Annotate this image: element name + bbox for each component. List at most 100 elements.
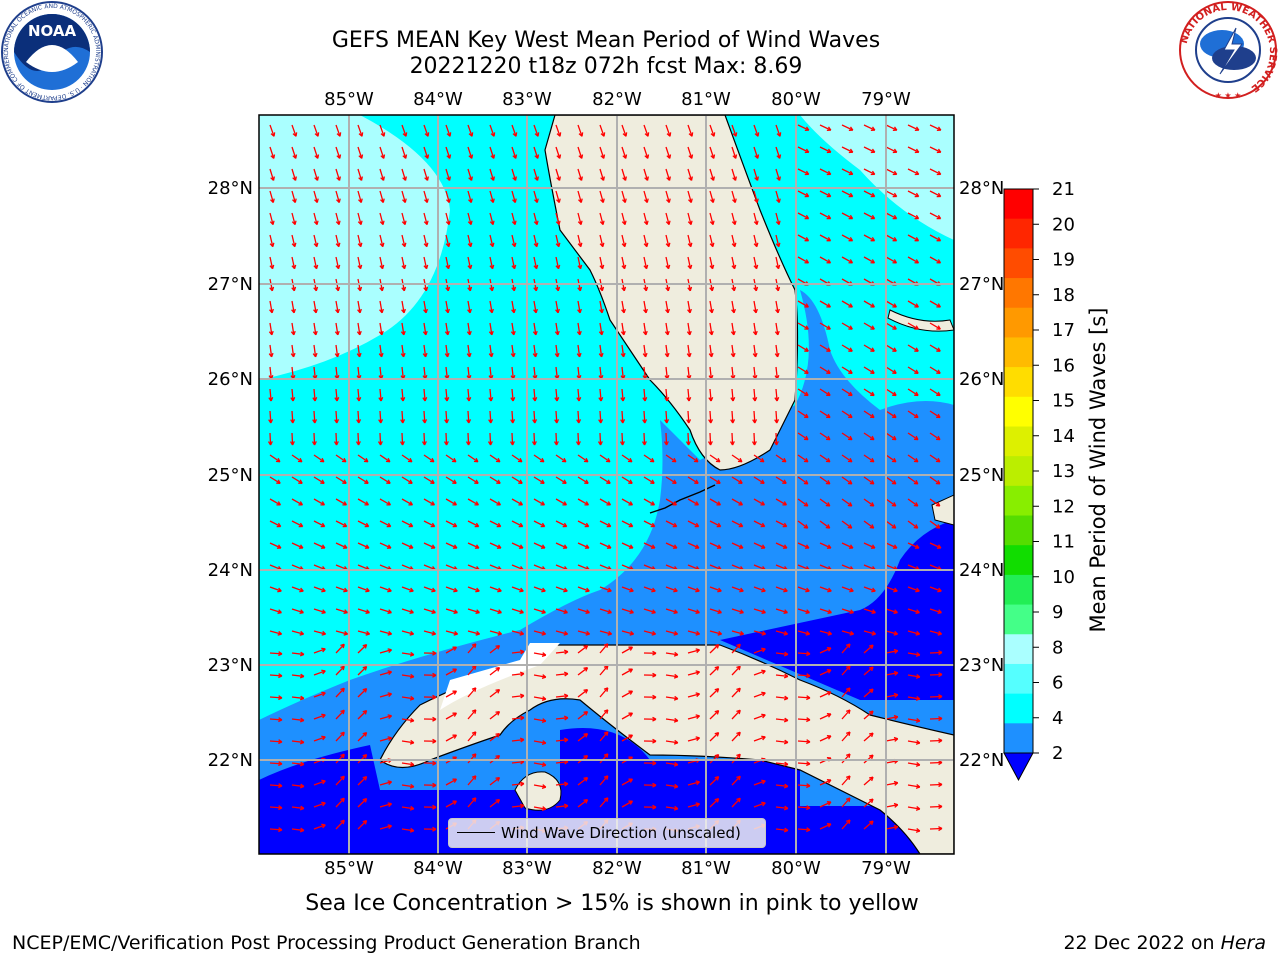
wind-arrow (445, 800, 458, 808)
wind-arrow (533, 586, 546, 593)
wind-arrow (511, 737, 525, 743)
wind-arrow (707, 432, 713, 446)
wind-arrow (334, 388, 340, 402)
wind-arrow (291, 630, 305, 636)
wind-arrow (335, 146, 342, 159)
wind-arrow (555, 190, 561, 203)
colorbar-segment (1004, 337, 1033, 368)
wind-arrow (621, 498, 634, 506)
wind-arrow (269, 717, 283, 723)
colorbar-segment (1004, 723, 1033, 754)
wind-arrow (643, 498, 656, 506)
wind-arrow (335, 520, 348, 528)
wind-arrow (555, 693, 569, 699)
wind-arrow (620, 410, 626, 424)
wind-arrow (841, 256, 854, 264)
wind-arrow (599, 542, 612, 549)
wind-arrow (379, 630, 393, 636)
wind-arrow (599, 234, 605, 248)
wind-arrow (929, 454, 941, 463)
wind-arrow (907, 542, 920, 549)
wind-arrow (335, 731, 345, 742)
wind-arrow (907, 608, 920, 615)
wind-arrow (533, 124, 540, 137)
wind-arrow (797, 805, 811, 811)
wind-arrow (423, 476, 435, 484)
wind-arrow (775, 695, 789, 701)
wind-arrow (379, 736, 393, 742)
wind-arrow (885, 366, 897, 374)
wind-arrow (445, 476, 457, 484)
wind-arrow (555, 671, 569, 677)
wind-arrow (313, 801, 326, 808)
lat-tick-label: 27°N (208, 274, 253, 295)
wind-arrow (445, 778, 458, 786)
wind-arrow (445, 168, 451, 181)
wind-arrow (841, 542, 854, 549)
wind-arrow (709, 643, 720, 654)
wind-arrow (885, 824, 899, 830)
wind-arrow (665, 695, 679, 701)
wind-arrow (907, 256, 920, 264)
wind-arrow (642, 344, 648, 358)
wind-arrow (929, 694, 943, 700)
wind-arrow (599, 665, 609, 676)
colorbar-segment (1004, 456, 1033, 487)
wind-arrow (907, 454, 919, 463)
wind-arrow (467, 212, 473, 226)
wind-arrow (489, 234, 495, 248)
wind-arrow (269, 146, 276, 159)
wind-arrow (357, 709, 368, 720)
wind-arrow (687, 520, 700, 528)
wind-arrow (907, 322, 919, 330)
wind-arrow (709, 731, 720, 742)
wind-arrow (335, 498, 348, 506)
wind-arrow (664, 410, 670, 424)
wind-arrow (467, 665, 477, 676)
wind-arrow (709, 454, 721, 463)
wind-arrow (423, 738, 437, 744)
wind-arrow (907, 212, 920, 220)
wind-arrow (819, 476, 831, 485)
wind-arrow (753, 454, 765, 463)
wind-arrow (335, 542, 348, 549)
wind-arrow (819, 586, 832, 593)
wind-arrow (577, 520, 590, 528)
wind-arrow (621, 454, 633, 463)
wind-arrow (599, 146, 606, 159)
wind-arrow (797, 827, 811, 833)
wind-arrow (929, 234, 942, 242)
wind-arrow (401, 476, 413, 484)
wind-arrow (357, 454, 369, 463)
wind-arrow (621, 124, 628, 137)
wind-arrow (819, 212, 832, 220)
wind-arrow (357, 586, 370, 593)
wind-arrow (291, 454, 303, 463)
wind-arrow (687, 630, 701, 636)
wind-arrow (467, 234, 473, 248)
wind-arrow (422, 344, 428, 358)
wind-arrow (819, 498, 831, 507)
wind-arrow (577, 212, 583, 226)
wind-arrow (643, 738, 657, 744)
wind-arrow (731, 520, 744, 528)
wind-arrow (753, 713, 766, 720)
wind-arrow (335, 775, 345, 786)
wind-arrow (269, 608, 282, 615)
wind-arrow (377, 432, 383, 446)
wind-arrow (423, 498, 436, 506)
wind-arrow (797, 739, 811, 745)
lat-tick-label: 25°N (208, 465, 253, 486)
wind-arrow (753, 212, 759, 226)
wind-arrow (489, 146, 496, 159)
wind-arrow (467, 498, 480, 506)
wind-arrow (819, 647, 832, 654)
wind-arrow (665, 651, 679, 657)
wind-arrow (577, 733, 589, 742)
wind-arrow (753, 234, 759, 248)
wind-arrow (907, 168, 920, 176)
wind-arrow (269, 498, 282, 506)
wind-arrow (885, 630, 899, 636)
wind-arrow (511, 300, 516, 314)
wind-arrow (841, 520, 853, 529)
